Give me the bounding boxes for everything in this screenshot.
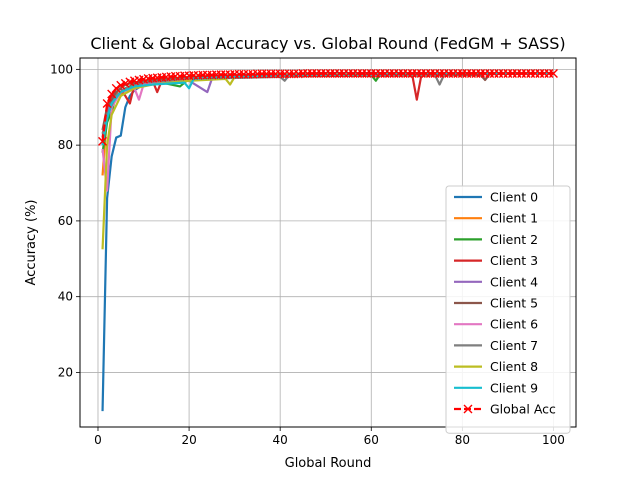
legend-label-4: Client 4 — [490, 274, 538, 289]
plot-frame — [79, 57, 577, 428]
x-tick-label: 40 — [273, 433, 288, 447]
legend-marker — [463, 404, 473, 414]
legend-label-8: Client 8 — [490, 359, 538, 374]
legend-label-10: Global Acc — [490, 402, 556, 417]
series-line-5 — [101, 72, 554, 131]
global-acc-marker — [111, 83, 121, 93]
legend-label-0: Client 0 — [490, 190, 538, 205]
global-acc-marker — [98, 136, 108, 146]
x-axis-label: Global Round — [285, 456, 372, 471]
series-line-7 — [101, 72, 554, 135]
legend-label-9: Client 9 — [490, 380, 538, 395]
legend: Client 0 Client 1 Client 2 Client 3 Client 4… — [445, 185, 571, 434]
legend-box — [445, 185, 571, 434]
global-acc-marker — [116, 80, 126, 90]
legend-label-7: Client 7 — [490, 338, 538, 353]
y-axis-label: Accuracy (%) — [24, 200, 39, 286]
x-tick-label: 20 — [181, 433, 196, 447]
y-tick-label: 60 — [58, 214, 73, 228]
legend-label-6: Client 6 — [490, 317, 538, 332]
x-tick-label: 60 — [364, 433, 379, 447]
legend-label-2: Client 2 — [490, 232, 538, 247]
y-tick-label: 100 — [50, 62, 73, 76]
series-lines — [98, 69, 558, 412]
x-tick-label: 100 — [542, 433, 565, 447]
y-tick-label: 80 — [58, 138, 73, 152]
y-tick-label: 20 — [58, 365, 73, 379]
legend-label-3: Client 3 — [490, 253, 538, 268]
x-tick-label: 0 — [94, 433, 102, 447]
global-acc-marker — [102, 98, 112, 108]
series-line-10 — [101, 72, 554, 142]
global-acc-marker — [548, 69, 558, 79]
y-tick-label: 40 — [58, 290, 73, 304]
axis-ticks: 0 20 40 60 80 100 20 40 60 80 100 — [50, 62, 565, 447]
legend-label-1: Client 1 — [490, 211, 538, 226]
global-acc-marker — [107, 89, 117, 99]
chart-title: Client & Global Accuracy vs. Global Roun… — [90, 34, 565, 53]
x-tick-label: 80 — [455, 433, 470, 447]
legend-label-5: Client 5 — [490, 296, 538, 311]
